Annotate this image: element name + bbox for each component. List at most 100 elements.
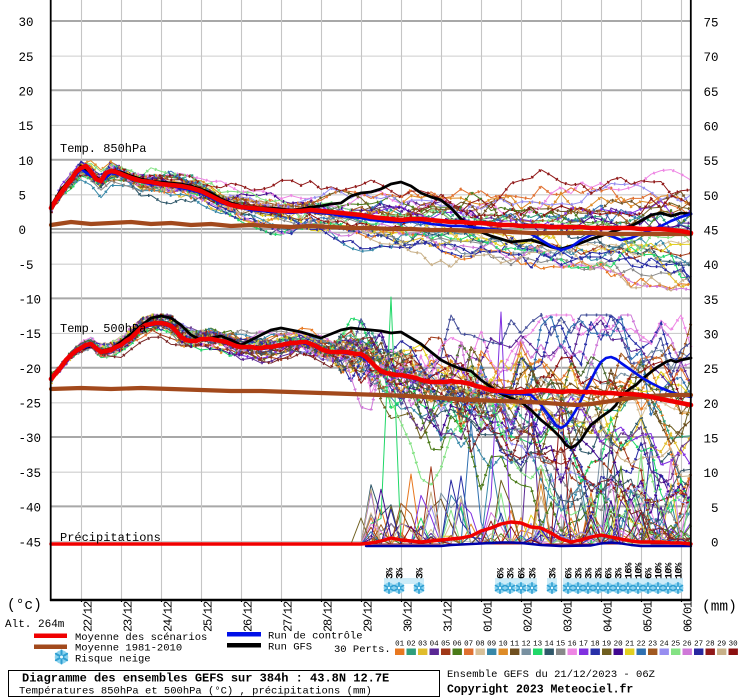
svg-text:30 Perts.: 30 Perts.: [334, 644, 391, 656]
svg-text:09: 09: [487, 641, 496, 649]
svg-text:15: 15: [703, 433, 718, 447]
svg-text:25: 25: [703, 363, 718, 377]
svg-text:20: 20: [19, 86, 34, 100]
svg-text:6%: 6%: [605, 568, 616, 579]
svg-text:-25: -25: [19, 398, 42, 412]
svg-text:6%: 6%: [565, 568, 576, 579]
svg-text:11: 11: [510, 641, 520, 649]
svg-text:Diagramme des ensembles GEFS s: Diagramme des ensembles GEFS sur 384h : …: [22, 672, 389, 686]
svg-text:02: 02: [407, 641, 416, 649]
svg-text:10%: 10%: [675, 563, 686, 579]
svg-text:Temp. 850hPa: Temp. 850hPa: [60, 142, 146, 156]
svg-text:3%: 3%: [575, 568, 586, 579]
svg-text:20: 20: [703, 398, 718, 412]
svg-text:3%: 3%: [549, 568, 560, 579]
svg-text:17: 17: [579, 641, 588, 649]
svg-text:20: 20: [614, 641, 624, 649]
svg-text:Moyenne 1981-2010: Moyenne 1981-2010: [75, 643, 182, 655]
svg-text:15: 15: [556, 641, 566, 649]
svg-text:26/12: 26/12: [242, 601, 256, 632]
svg-text:Risque neige: Risque neige: [75, 654, 151, 666]
svg-text:6%: 6%: [518, 568, 529, 579]
svg-text:75: 75: [703, 17, 718, 31]
svg-text:28: 28: [706, 641, 715, 649]
svg-text:Températures 850hPa et 500hPa: Températures 850hPa et 500hPa (°C) , pré…: [19, 686, 372, 698]
svg-text:Précipitations: Précipitations: [60, 531, 161, 545]
svg-text:22: 22: [637, 641, 646, 649]
svg-text:-5: -5: [19, 259, 34, 273]
svg-text:3%: 3%: [396, 568, 407, 579]
svg-text:(°c): (°c): [7, 598, 42, 614]
svg-text:Copyright 2023 Meteociel.fr: Copyright 2023 Meteociel.fr: [447, 684, 633, 697]
svg-text:23/12: 23/12: [122, 601, 136, 632]
svg-text:04/01: 04/01: [602, 601, 616, 632]
svg-text:03: 03: [418, 641, 428, 649]
svg-text:06: 06: [453, 641, 463, 649]
svg-text:3%: 3%: [416, 568, 427, 579]
svg-text:70: 70: [703, 51, 718, 65]
svg-text:-10: -10: [19, 294, 42, 308]
svg-text:3%: 3%: [386, 568, 397, 579]
svg-text:Run GFS: Run GFS: [268, 642, 312, 654]
svg-text:3%: 3%: [615, 568, 626, 579]
svg-text:01/01: 01/01: [482, 601, 496, 632]
svg-text:18: 18: [591, 641, 600, 649]
svg-text:3%: 3%: [595, 568, 606, 579]
svg-text:24/12: 24/12: [162, 601, 176, 632]
svg-text:6%: 6%: [645, 568, 656, 579]
svg-text:10: 10: [19, 155, 34, 169]
svg-text:10%: 10%: [635, 563, 646, 579]
svg-text:01: 01: [395, 641, 405, 649]
svg-text:31/12: 31/12: [442, 601, 456, 632]
svg-text:30/12: 30/12: [402, 601, 416, 632]
svg-text:Run de contrôle: Run de contrôle: [268, 631, 363, 643]
svg-text:05/01: 05/01: [642, 601, 656, 632]
svg-text:10%: 10%: [655, 563, 666, 579]
svg-text:13: 13: [533, 641, 543, 649]
svg-text:0: 0: [711, 537, 719, 551]
svg-text:(mm): (mm): [702, 600, 737, 616]
svg-text:16: 16: [568, 641, 578, 649]
svg-text:30: 30: [729, 641, 739, 649]
svg-text:-30: -30: [19, 432, 42, 446]
svg-text:Temp. 500hPa: Temp. 500hPa: [60, 322, 146, 336]
svg-text:55: 55: [703, 155, 718, 169]
svg-text:23: 23: [648, 641, 658, 649]
svg-text:26: 26: [683, 641, 693, 649]
svg-text:-35: -35: [19, 467, 42, 481]
svg-text:04: 04: [430, 641, 440, 649]
svg-text:03/01: 03/01: [562, 601, 576, 632]
svg-text:-20: -20: [19, 363, 42, 377]
svg-text:40: 40: [703, 259, 718, 273]
svg-text:07: 07: [464, 641, 473, 649]
svg-text:27: 27: [694, 641, 703, 649]
svg-text:10%: 10%: [665, 563, 676, 579]
svg-text:6%: 6%: [497, 568, 508, 579]
svg-text:25: 25: [19, 51, 34, 65]
svg-text:24: 24: [660, 641, 670, 649]
svg-text:45: 45: [703, 225, 718, 239]
svg-text:5: 5: [711, 502, 719, 516]
svg-text:30: 30: [19, 16, 34, 30]
svg-text:3%: 3%: [585, 568, 596, 579]
svg-text:30: 30: [703, 329, 718, 343]
svg-text:Alt. 264m: Alt. 264m: [5, 619, 65, 631]
svg-text:65: 65: [703, 86, 718, 100]
svg-text:-15: -15: [19, 328, 42, 342]
svg-text:60: 60: [703, 121, 718, 135]
svg-text:19: 19: [602, 641, 611, 649]
svg-text:29: 29: [717, 641, 726, 649]
svg-text:02/01: 02/01: [522, 601, 536, 632]
svg-text:15: 15: [19, 120, 34, 134]
svg-text:29/12: 29/12: [362, 601, 376, 632]
svg-text:-40: -40: [19, 502, 42, 516]
svg-text:10: 10: [499, 641, 509, 649]
svg-text:22/12: 22/12: [82, 601, 96, 632]
svg-text:10: 10: [703, 467, 718, 481]
svg-text:3%: 3%: [529, 568, 540, 579]
svg-text:25/12: 25/12: [202, 601, 216, 632]
svg-text:-45: -45: [19, 536, 42, 550]
svg-text:14: 14: [545, 641, 555, 649]
svg-text:25: 25: [671, 641, 681, 649]
svg-text:50: 50: [703, 190, 718, 204]
